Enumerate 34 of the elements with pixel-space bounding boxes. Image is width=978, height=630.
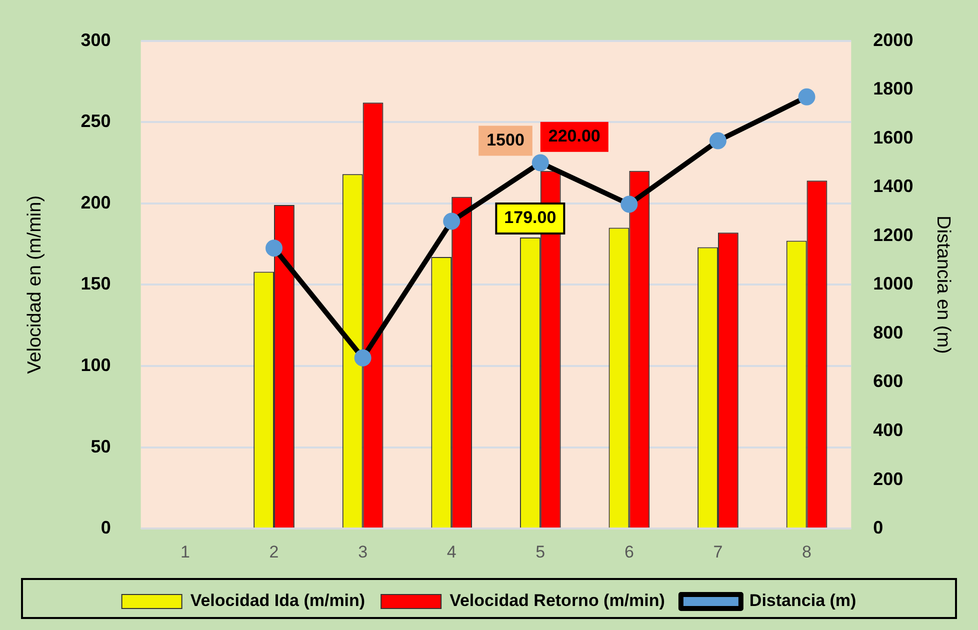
y2-tick-label: 1000 [873,274,914,294]
x-tick-label: 7 [713,542,723,562]
y2-tick-label: 0 [873,518,884,538]
data-label: 179.00 [504,208,556,228]
y2-tick-label: 400 [873,420,904,440]
x-tick-label: 6 [624,542,634,562]
x-tick-label: 8 [802,542,812,562]
y-tick-label: 0 [100,518,111,538]
y2-axis-title: Distancia en (m) [932,216,954,354]
x-tick-label: 3 [358,542,368,562]
legend-label: Velocidad Retorno (m/min) [450,591,665,610]
y-axis-title: Velocidad en (m/min) [24,195,46,374]
x-tick-label: 5 [536,542,546,562]
y-tick-label: 100 [80,354,111,375]
legend-label: Velocidad Ida (m/min) [190,591,366,610]
y2-tick-label: 1400 [873,176,914,196]
y2-tick-label: 1800 [873,78,914,99]
data-label: 1500 [486,130,524,150]
y-tick-label: 300 [80,30,111,50]
x-tick-label: 4 [446,542,456,562]
y2-tick-label: 2000 [873,30,914,50]
y-tick-label: 50 [90,436,111,456]
y2-tick-label: 600 [873,371,904,392]
y-tick-label: 150 [80,274,111,294]
legend-label: Distancia (m) [749,591,856,610]
y-tick-label: 250 [80,111,111,132]
y2-tick-label: 800 [873,322,904,342]
y2-tick-label: 200 [873,468,904,489]
y-tick-label: 200 [80,192,111,212]
y2-tick-label: 1200 [873,224,914,245]
x-tick-label: 2 [269,542,279,562]
data-label: 220.00 [548,126,600,146]
y2-tick-label: 1600 [873,127,914,148]
x-tick-label: 1 [180,542,190,562]
